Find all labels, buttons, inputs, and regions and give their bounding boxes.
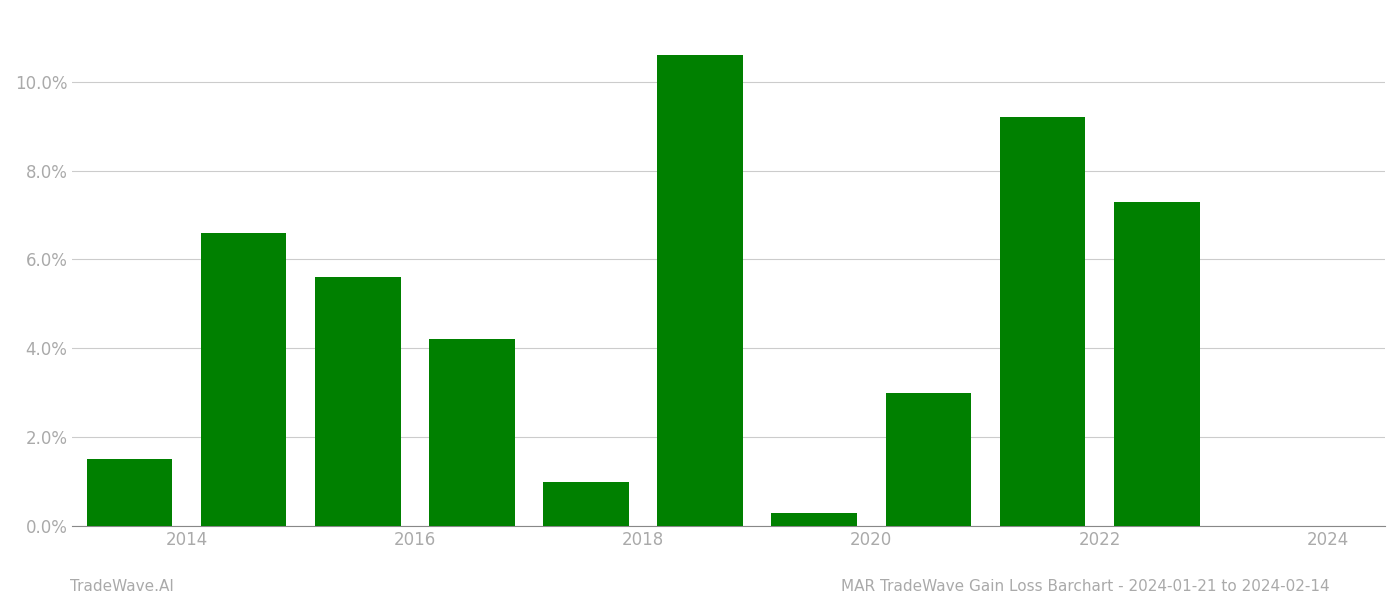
Bar [200, 233, 287, 526]
Bar [771, 513, 857, 526]
Bar [428, 340, 515, 526]
Bar [886, 393, 972, 526]
Bar [87, 460, 172, 526]
Bar [658, 55, 743, 526]
Text: MAR TradeWave Gain Loss Barchart - 2024-01-21 to 2024-02-14: MAR TradeWave Gain Loss Barchart - 2024-… [841, 579, 1330, 594]
Bar [1114, 202, 1200, 526]
Bar [543, 482, 629, 526]
Bar [315, 277, 400, 526]
Bar [1000, 117, 1085, 526]
Text: TradeWave.AI: TradeWave.AI [70, 579, 174, 594]
